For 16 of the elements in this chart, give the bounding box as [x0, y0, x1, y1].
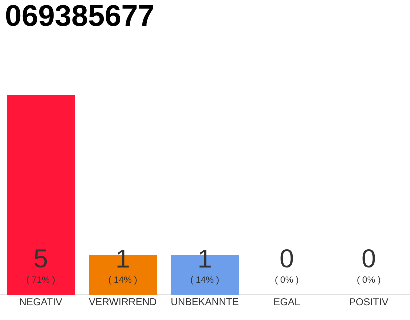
chart-title: 069385677 [6, 5, 154, 26]
data-label: 1 [200, 250, 211, 268]
x-tick-label: POSITIV [350, 298, 389, 306]
data-label: 0 [280, 249, 294, 268]
data-label: 5 [34, 250, 48, 268]
data-label: 0 [362, 249, 376, 268]
annotation: ( 71% ) [27, 276, 55, 285]
data-label: 1 [118, 250, 129, 268]
annotation: ( 0% ) [358, 276, 380, 285]
annotation: ( 14% ) [109, 276, 137, 285]
annotation: ( 14% ) [191, 276, 219, 285]
x-tick-label: EGAL [274, 298, 300, 306]
x-tick-label: NEGATIV [20, 298, 62, 306]
annotation: ( 0% ) [276, 276, 298, 285]
x-tick-label: UNBEKANNTE [172, 298, 239, 306]
x-tick-label: VERWIRREND [89, 298, 156, 306]
